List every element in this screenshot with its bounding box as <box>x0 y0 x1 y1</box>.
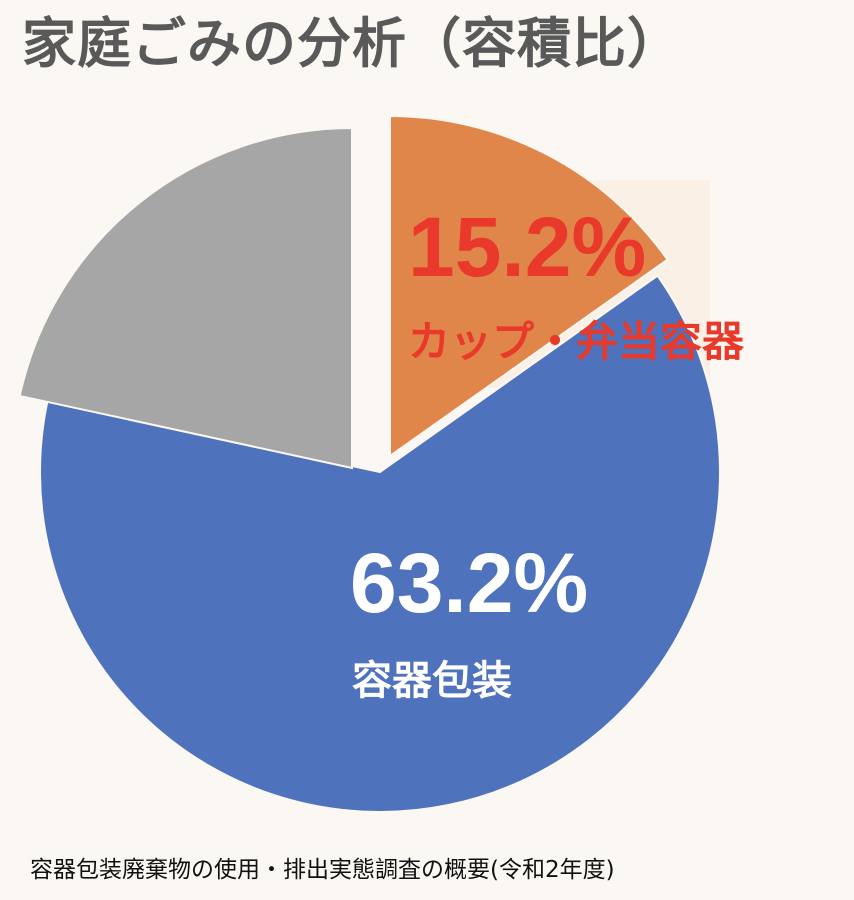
value-label-cup-bento: 15.2% <box>408 200 646 294</box>
value-label-container-packaging: 63.2% <box>350 536 588 630</box>
pie-slices <box>18 114 721 813</box>
category-label-container-packaging: 容器包装 <box>352 658 512 704</box>
pie-slice-2 <box>39 274 721 813</box>
pie-slice-1 <box>389 114 669 458</box>
source-note: 容器包装廃棄物の使用・排出実態調査の概要(令和2年度) <box>30 857 615 883</box>
category-label-cup-bento: カップ・弁当容器 <box>408 317 745 366</box>
chart-title: 家庭ごみの分析（容積比） <box>22 12 682 75</box>
pie-labels: 15.2% カップ・弁当容器 63.2% 容器包装 <box>350 200 745 704</box>
pie-slice-3 <box>18 126 353 470</box>
